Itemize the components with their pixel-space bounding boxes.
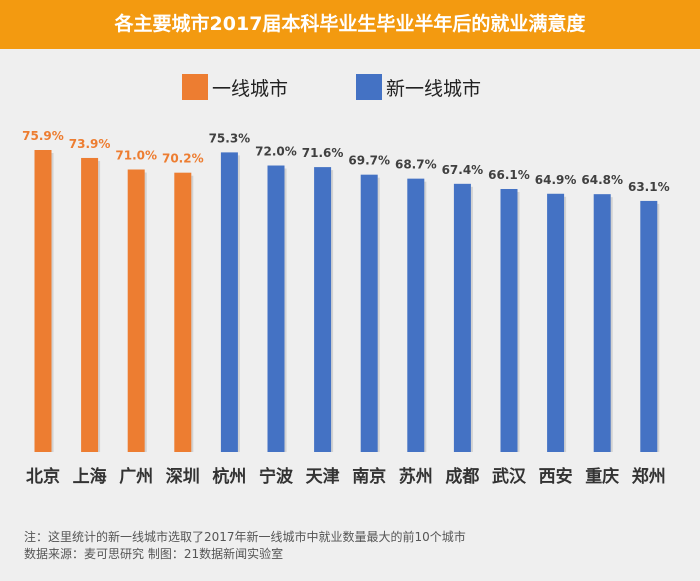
bar-shadow-6 — [331, 170, 334, 452]
bar-chart: 75.9% 北京 73.9% 上海 71.0% 广州 70.2% 深圳 75.3% 杭州 72.0%… — [22, 129, 670, 487]
value-label-5: 72.0% — [255, 145, 297, 159]
category-label-5: 宁波 — [259, 466, 294, 487]
title-banner: 各主要城市2017届本科毕业生毕业半年后的就业满意度 — [0, 0, 700, 49]
bar-shadow-10 — [517, 191, 520, 452]
legend-item-tier1: 一线城市 — [182, 72, 288, 102]
bar-10 — [500, 188, 518, 452]
value-label-11: 64.9% — [535, 173, 577, 187]
bar-2 — [127, 169, 145, 452]
value-label-9: 67.4% — [442, 163, 484, 177]
bar-shadow-0 — [51, 153, 54, 452]
legend: 一线城市 新一线城市 — [0, 72, 700, 102]
legend-label-new-tier1: 新一线城市 — [386, 77, 482, 100]
value-label-13: 63.1% — [628, 180, 670, 194]
bar-1 — [81, 157, 99, 453]
bar-9 — [453, 183, 471, 453]
value-label-10: 66.1% — [488, 168, 530, 182]
value-label-12: 64.8% — [581, 173, 623, 187]
value-label-2: 71.0% — [115, 148, 157, 162]
value-label-7: 69.7% — [348, 154, 390, 168]
category-label-13: 郑州 — [632, 466, 666, 487]
bar-11 — [547, 193, 565, 452]
bar-shadow-9 — [470, 186, 473, 453]
category-label-4: 杭州 — [212, 466, 246, 487]
category-label-11: 西安 — [539, 466, 573, 487]
bar-shadow-13 — [657, 203, 660, 452]
category-label-12: 重庆 — [585, 466, 619, 487]
bar-shadow-2 — [144, 172, 147, 452]
category-label-6: 天津 — [306, 466, 340, 487]
category-label-10: 武汉 — [492, 466, 527, 487]
legend-swatch-tier1 — [182, 74, 208, 100]
category-label-8: 苏州 — [399, 466, 433, 487]
value-label-8: 68.7% — [395, 158, 437, 172]
legend-item-new-tier1: 新一线城市 — [356, 72, 481, 102]
bar-13 — [640, 200, 658, 452]
bar-3 — [174, 172, 192, 452]
bar-12 — [593, 194, 611, 452]
bar-7 — [360, 174, 378, 452]
bar-shadow-8 — [424, 181, 427, 452]
legend-swatch-new-tier1 — [356, 74, 382, 100]
chart-title: 各主要城市2017届本科毕业生毕业半年后的就业满意度 — [114, 13, 586, 35]
bar-6 — [314, 167, 332, 452]
value-label-0: 75.9% — [22, 129, 64, 143]
bar-shadow-12 — [610, 197, 613, 452]
footnote: 注：这里统计的新一线城市选取了2017年新一线城市中就业数量最大的前10个城市 — [24, 530, 466, 544]
value-label-1: 73.9% — [69, 137, 111, 151]
bar-shadow-11 — [564, 196, 567, 452]
category-label-7: 南京 — [352, 466, 386, 487]
value-label-4: 75.3% — [209, 131, 251, 145]
value-label-6: 71.6% — [302, 146, 344, 160]
category-label-1: 上海 — [73, 466, 107, 487]
category-label-9: 成都 — [445, 466, 479, 487]
data-source: 数据来源：麦可思研究 制图：21数据新闻实验室 — [24, 547, 284, 561]
bar-shadow-4 — [237, 155, 240, 453]
bar-shadow-5 — [284, 168, 287, 452]
category-label-2: 广州 — [119, 466, 153, 487]
bar-5 — [267, 165, 285, 452]
bar-shadow-3 — [191, 175, 194, 452]
category-label-0: 北京 — [26, 466, 60, 487]
legend-label-tier1: 一线城市 — [212, 77, 289, 100]
category-label-3: 深圳 — [166, 466, 200, 487]
bar-shadow-1 — [98, 160, 101, 453]
bar-0 — [34, 150, 52, 452]
bar-8 — [407, 178, 425, 452]
bar-4 — [220, 152, 238, 453]
bar-shadow-7 — [377, 177, 380, 452]
value-label-3: 70.2% — [162, 152, 204, 166]
